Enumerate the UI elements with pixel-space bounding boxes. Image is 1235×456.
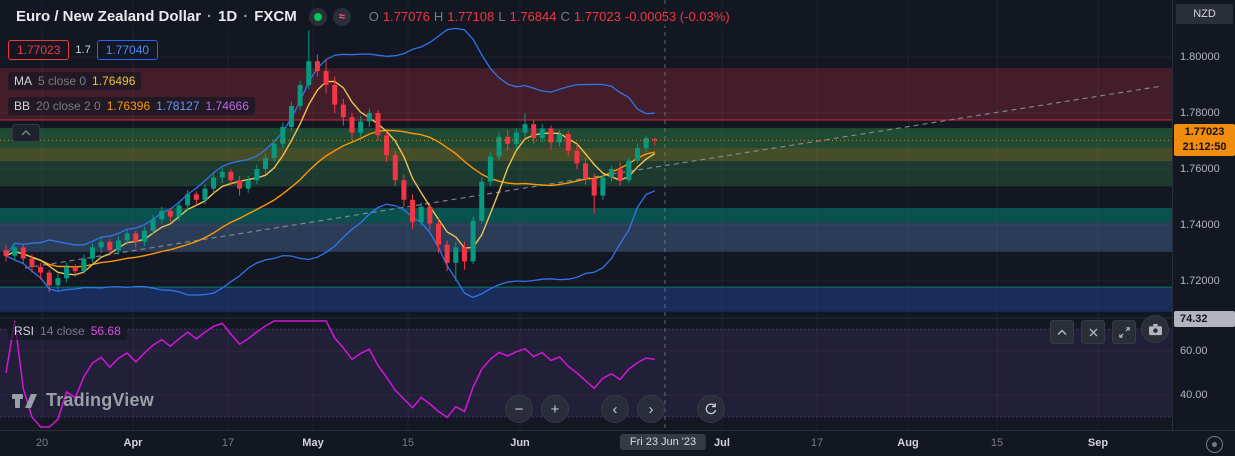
price-label-mid: 1.7 [75,44,91,56]
time-tick: Aug [897,437,919,449]
low-value: 1.76844 [509,9,557,24]
ma-value: 1.76496 [92,74,136,88]
chevron-up-icon [21,129,31,136]
rsi-pane-controls [1050,320,1136,344]
pane-close-button[interactable] [1081,320,1105,344]
price-tick: 1.76000 [1180,163,1220,175]
rsi-value: 56.68 [90,324,121,338]
bb-lower-value: 1.74666 [205,99,249,113]
price-tick: 1.80000 [1180,51,1220,63]
market-status-icon[interactable] [308,7,327,26]
symbol-title: Euro / New Zealand Dollar [16,8,202,25]
time-tick: May [302,437,324,449]
low-label: L [498,9,506,24]
time-tick: 15 [990,437,1004,449]
axis-settings-icon[interactable] [1206,436,1223,453]
alert-price-label-red[interactable]: 1.77023 [8,40,70,60]
bb-params: 20 close 2 0 [36,99,101,113]
tradingview-logo-text: TradingView [46,390,154,410]
change-value: -0.00053 (-0.03%) [624,9,730,24]
open-label: O [368,9,379,24]
rsi-params: 14 close [40,324,85,338]
ma-name: MA [14,74,32,88]
currency-toggle[interactable]: NZD [1176,4,1233,24]
tradingview-logo-icon [12,393,37,408]
bb-name: BB [14,99,31,113]
wave-icon: ≈ [338,10,345,23]
maximize-icon [1118,326,1130,338]
time-tick: Apr [123,437,143,449]
chevron-up-icon [1057,329,1067,336]
chart-nav-controls: − + ‹ › [505,395,725,423]
close-label: C [560,9,570,24]
timeframe-label[interactable]: 1D [218,8,238,25]
scroll-right-button[interactable]: › [637,395,665,423]
rsi-tick: 40.00 [1180,389,1208,401]
rsi-tick: 60.00 [1180,345,1208,357]
rsi-name: RSI [14,324,35,338]
rsi-scale-badge: 74.32 [1174,311,1235,328]
pane-move-up-button[interactable] [1050,320,1074,344]
tradingview-logo[interactable]: TradingView [12,390,154,411]
time-tick: 17 [810,437,824,449]
scroll-left-button[interactable]: ‹ [601,395,629,423]
last-price-badge: 1.77023 21:12:50 [1174,124,1235,157]
price-tick: 1.78000 [1180,107,1220,119]
open-value: 1.77076 [382,9,430,24]
ma-params: 5 close 0 [38,74,87,88]
zoom-out-button[interactable]: − [505,395,533,423]
high-value: 1.77108 [447,9,495,24]
time-tick: 17 [221,437,235,449]
rsi-indicator-legend[interactable]: RSI 14 close 56.68 [8,322,127,340]
bb-upper-value: 1.78127 [156,99,200,113]
ma-indicator-legend[interactable]: MA 5 close 0 1.76496 [8,72,142,90]
exchange-label: FXCM [254,8,297,25]
close-value: 1.77023 [573,9,621,24]
green-dot-icon [313,12,322,21]
high-label: H [433,9,444,24]
bb-indicator-legend[interactable]: BB 20 close 2 0 1.76396 1.78127 1.74666 [8,97,255,115]
bb-basis-value: 1.76396 [106,99,151,113]
bar-countdown: 21:12:50 [1182,141,1227,154]
screenshot-button[interactable] [1141,315,1169,343]
legend-collapse-button[interactable] [12,124,40,142]
alert-price-label-blue[interactable]: 1.77040 [96,40,159,60]
ohlc-readout: O 1.77076 H 1.77108 L 1.76844 C 1.77023 -0.0… [362,7,736,26]
time-tick: Jun [510,437,530,449]
reset-chart-button[interactable] [697,395,725,423]
time-tick: 15 [401,437,415,449]
symbol-legend-row: Euro / New Zealand Dollar · 1D · FXCM ≈ … [10,6,736,27]
time-tick: Jul [714,437,730,449]
symbol-title-chip[interactable]: Euro / New Zealand Dollar · 1D · FXCM [10,6,303,27]
pane-maximize-button[interactable] [1112,320,1136,344]
last-price-value: 1.77023 [1184,126,1225,139]
close-icon [1089,328,1097,336]
time-axis[interactable]: Fri 23 Jun '23 20 Apr 17 May 15 Jun Jul 17 Aug 15… [0,430,1235,456]
price-chart-canvas[interactable] [0,0,1172,430]
time-tick: Sep [1087,437,1109,449]
price-axis[interactable]: NZD 1.77023 21:12:50 1.80000 1.78000 1.760… [1172,0,1235,430]
title-separator: · [207,8,213,25]
time-tick: 20 [35,437,49,449]
reset-icon [705,403,717,415]
camera-icon [1148,323,1162,335]
title-separator: · [243,8,249,25]
price-tick: 1.72000 [1180,275,1220,287]
volatility-icon[interactable]: ≈ [332,7,351,26]
zoom-in-button[interactable]: + [541,395,569,423]
price-tick: 1.74000 [1180,219,1220,231]
crosshair-date-badge: Fri 23 Jun '23 [619,434,707,450]
price-label-row: 1.77023 1.7 1.77040 [8,40,159,60]
chart-area: Euro / New Zealand Dollar · 1D · FXCM ≈ … [0,0,1172,430]
